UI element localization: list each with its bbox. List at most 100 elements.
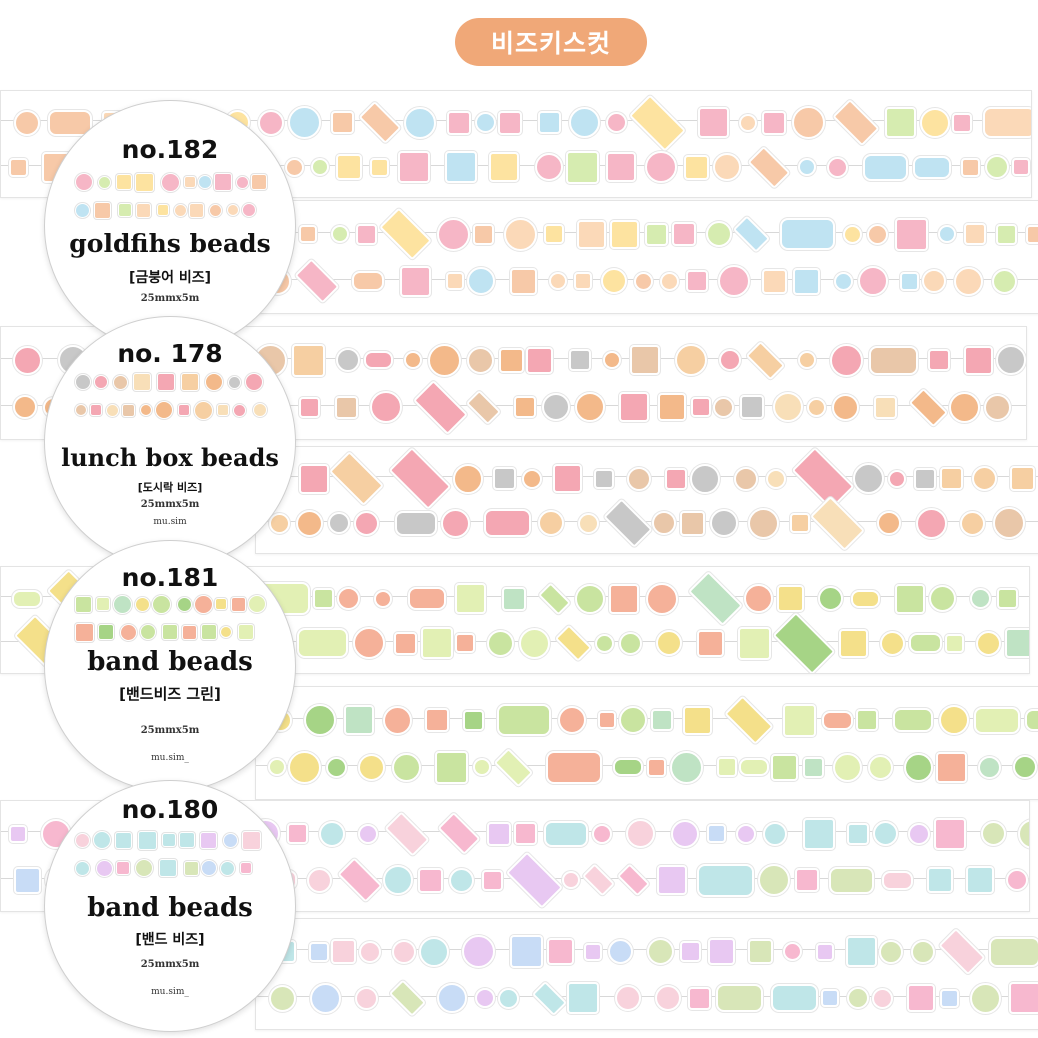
bead-icon bbox=[595, 633, 615, 653]
bead-icon bbox=[543, 224, 564, 245]
bead-icon bbox=[538, 581, 572, 616]
bead-icon bbox=[135, 172, 155, 192]
bead-icon bbox=[292, 343, 326, 377]
bead-icon bbox=[832, 99, 880, 147]
bead-icon bbox=[1010, 466, 1036, 492]
bead-icon bbox=[75, 202, 90, 218]
bead-icon bbox=[1024, 709, 1038, 732]
bead-icon bbox=[907, 984, 936, 1012]
bead-icon bbox=[326, 756, 348, 778]
bead-icon bbox=[193, 594, 213, 614]
bead-icon bbox=[310, 158, 329, 177]
bead-icon bbox=[9, 157, 29, 177]
bead-icon bbox=[949, 391, 981, 423]
bead-icon bbox=[857, 266, 888, 297]
bead-icon bbox=[881, 870, 913, 890]
bead-icon bbox=[867, 223, 889, 245]
bead-icon bbox=[296, 509, 324, 537]
bead-icon bbox=[465, 389, 501, 426]
bead-icon bbox=[48, 109, 92, 136]
bead-icon bbox=[914, 467, 937, 490]
bead-icon bbox=[874, 395, 898, 419]
bead-icon bbox=[762, 821, 787, 846]
bead-icon bbox=[765, 468, 786, 489]
product-size: 25mmx5m bbox=[140, 293, 200, 304]
bead-icon bbox=[960, 157, 980, 177]
product-name: band beads bbox=[87, 893, 253, 923]
bead-icon bbox=[566, 982, 599, 1014]
bead-icon bbox=[538, 510, 565, 537]
bead-icon bbox=[220, 626, 233, 638]
bead-icon bbox=[155, 401, 174, 419]
bead-icon bbox=[226, 204, 239, 216]
bead-icon bbox=[156, 204, 169, 216]
bead-icon bbox=[773, 392, 804, 423]
bead-icon bbox=[487, 629, 515, 657]
product-number: no. 178 bbox=[117, 339, 223, 368]
bead-icon bbox=[497, 987, 519, 1009]
bead-icon bbox=[94, 201, 112, 219]
bead-icon bbox=[880, 630, 906, 656]
bead-icon bbox=[267, 758, 286, 777]
bead-icon bbox=[708, 938, 736, 966]
bead-icon bbox=[514, 822, 538, 846]
bead-icon bbox=[75, 404, 87, 416]
bead-icon bbox=[486, 821, 511, 846]
bead-icon bbox=[853, 463, 885, 495]
bead-icon bbox=[188, 202, 204, 218]
bead-icon bbox=[250, 174, 267, 190]
bead-icon bbox=[1017, 818, 1029, 849]
bead-icon bbox=[303, 704, 336, 737]
product-name: band beads bbox=[87, 647, 253, 677]
bead-icon bbox=[336, 587, 360, 611]
bead-icon bbox=[846, 987, 869, 1009]
bead-icon bbox=[995, 345, 1026, 376]
bead-icon bbox=[308, 941, 329, 962]
bead-string bbox=[1, 404, 1026, 406]
bead-icon bbox=[417, 867, 443, 893]
bead-icon bbox=[183, 860, 199, 876]
bead-icon bbox=[574, 583, 605, 614]
bead-icon bbox=[740, 395, 765, 420]
bead-icon bbox=[446, 110, 471, 135]
bead-icon bbox=[502, 586, 527, 611]
bead-icon bbox=[709, 509, 738, 538]
bead-icon bbox=[138, 830, 158, 850]
product-size: 25mmx5m bbox=[140, 499, 200, 510]
bead-icon bbox=[233, 403, 246, 417]
bead-icon bbox=[821, 710, 853, 730]
bead-icon bbox=[992, 268, 1018, 294]
bead-icon bbox=[395, 510, 438, 536]
bead-icon bbox=[697, 863, 754, 897]
product-korean-name: [밴드비즈 그린] bbox=[119, 685, 221, 703]
bead-icon bbox=[609, 583, 640, 614]
bead-icon bbox=[821, 989, 840, 1007]
bead-icon bbox=[659, 271, 679, 291]
bead-icon bbox=[514, 396, 537, 419]
bead-icon bbox=[679, 510, 705, 536]
bead-icon bbox=[568, 107, 600, 139]
bead-icon bbox=[545, 750, 602, 784]
bead-icon bbox=[329, 451, 385, 507]
bead-icon bbox=[996, 223, 1018, 245]
bead-icon bbox=[116, 861, 131, 875]
washi-tape-strip bbox=[255, 446, 1038, 554]
bead-icon bbox=[437, 983, 468, 1013]
bead-icon bbox=[929, 585, 957, 613]
bead-icon bbox=[1012, 755, 1037, 780]
brand-text: mu.sim_ bbox=[151, 753, 189, 763]
product-korean-name: [금붕어 비즈] bbox=[128, 270, 212, 286]
bead-icon bbox=[331, 225, 350, 244]
bead-icon bbox=[392, 752, 422, 782]
bead-icon bbox=[922, 269, 947, 294]
bead-icon bbox=[634, 271, 654, 291]
bead-icon bbox=[307, 867, 333, 893]
bead-icon bbox=[14, 866, 42, 894]
bead-icon bbox=[122, 403, 136, 417]
bead-icon bbox=[136, 202, 152, 218]
bead-icon bbox=[354, 510, 380, 536]
bead-icon bbox=[646, 938, 674, 966]
bead-icon bbox=[650, 709, 673, 732]
bead-icon bbox=[989, 936, 1038, 967]
bead-icon bbox=[945, 633, 965, 653]
